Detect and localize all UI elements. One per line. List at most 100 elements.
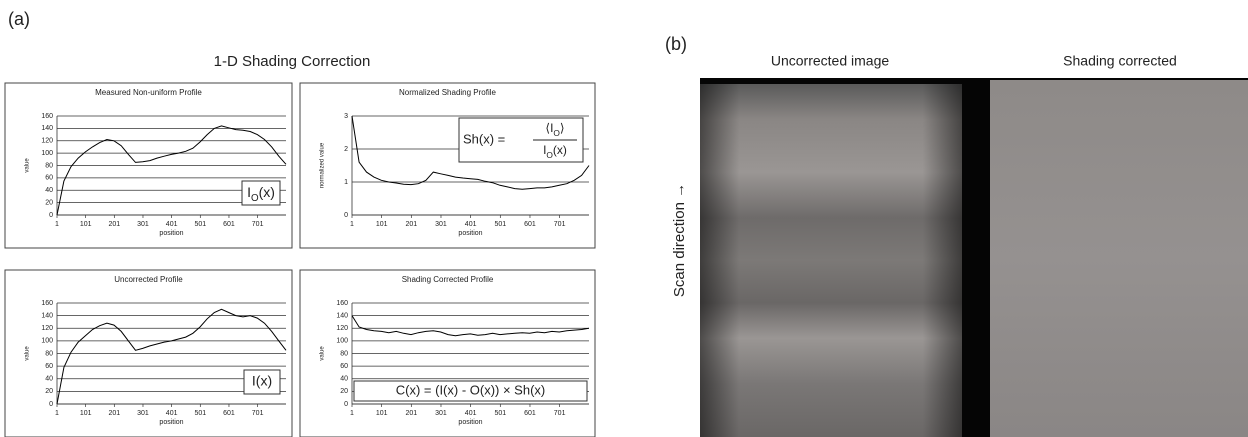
y-tick-label: 60 xyxy=(45,363,53,370)
y-tick-label: 0 xyxy=(49,212,53,219)
y-tick-label: 0 xyxy=(344,401,348,408)
annotation: I(x) xyxy=(252,373,272,389)
y-tick-label: 60 xyxy=(340,363,348,370)
x-tick-label: 301 xyxy=(137,410,149,417)
y-tick-label: 160 xyxy=(41,113,53,120)
y-tick-label: 100 xyxy=(41,338,53,345)
x-tick-label: 501 xyxy=(194,221,206,228)
y-tick-label: 40 xyxy=(340,376,348,383)
formula-text: ⟨IO⟩ xyxy=(545,121,564,138)
annotation: C(x) = (I(x) - O(x)) × Sh(x) xyxy=(396,382,546,397)
x-axis-label: position xyxy=(458,230,482,237)
y-tick-label: 100 xyxy=(336,338,348,345)
annotation-box xyxy=(353,380,588,402)
formula-part: ⟨I xyxy=(545,121,553,135)
profile-line xyxy=(351,115,590,190)
y-tick-label: 2 xyxy=(344,146,348,153)
x-tick-label: 501 xyxy=(494,410,506,417)
chart-title: Uncorrected Profile xyxy=(114,275,183,284)
formula-text: IO(x) xyxy=(247,184,275,204)
corrected-image xyxy=(990,80,1248,437)
y-tick-label: 20 xyxy=(45,388,53,395)
x-tick-label: 401 xyxy=(465,410,477,417)
y-axis-label: value xyxy=(25,346,31,361)
y-tick-label: 120 xyxy=(41,138,53,145)
x-tick-label: 501 xyxy=(494,221,506,228)
y-tick-label: 120 xyxy=(336,325,348,332)
y-tick-label: 40 xyxy=(45,376,53,383)
y-tick-label: 140 xyxy=(41,312,53,319)
y-tick-label: 3 xyxy=(344,113,348,120)
x-tick-label: 301 xyxy=(435,410,447,417)
x-tick-label: 701 xyxy=(554,410,566,417)
y-tick-label: 60 xyxy=(45,175,53,182)
formula-part: (x) xyxy=(259,184,275,200)
x-tick-label: 201 xyxy=(108,410,120,417)
y-tick-label: 80 xyxy=(340,350,348,357)
profile-line xyxy=(351,315,590,337)
x-tick-label: 1 xyxy=(350,410,354,417)
profile-line xyxy=(56,308,287,405)
y-tick-label: 140 xyxy=(336,312,348,319)
y-tick-label: 120 xyxy=(41,325,53,332)
panel-label: (b) xyxy=(665,34,687,54)
x-tick-label: 601 xyxy=(223,410,235,417)
y-axis-label: value xyxy=(320,346,326,361)
y-axis-label: normalized value xyxy=(320,142,326,188)
y-tick-label: 1 xyxy=(344,179,348,186)
x-tick-label: 701 xyxy=(252,221,264,228)
x-tick-label: 701 xyxy=(554,221,566,228)
x-tick-label: 401 xyxy=(166,221,178,228)
x-tick-label: 201 xyxy=(108,221,120,228)
x-tick-label: 401 xyxy=(166,410,178,417)
x-tick-label: 201 xyxy=(405,410,417,417)
y-tick-label: 100 xyxy=(41,150,53,157)
x-tick-label: 401 xyxy=(465,221,477,228)
y-tick-label: 20 xyxy=(340,388,348,395)
formula-text: IO(x) xyxy=(543,143,567,160)
image-shading xyxy=(700,84,962,437)
figure-title: 1-D Shading Correction xyxy=(214,53,371,70)
x-tick-label: 101 xyxy=(376,221,388,228)
annotation-box xyxy=(241,180,281,206)
profile-line xyxy=(56,125,287,216)
x-axis-label: position xyxy=(159,230,183,237)
image-title: Uncorrected image xyxy=(771,53,889,69)
annotation-box xyxy=(243,369,281,395)
x-tick-label: 101 xyxy=(80,410,92,417)
subscript: O xyxy=(546,150,553,160)
formula-part: ⟩ xyxy=(560,121,565,135)
formula-part: I xyxy=(247,184,251,200)
x-tick-label: 601 xyxy=(223,221,235,228)
x-tick-label: 101 xyxy=(376,410,388,417)
chart-frame xyxy=(299,82,596,249)
y-tick-label: 0 xyxy=(49,401,53,408)
y-tick-label: 0 xyxy=(344,212,348,219)
x-tick-label: 601 xyxy=(524,221,536,228)
x-tick-label: 1 xyxy=(55,410,59,417)
x-tick-label: 301 xyxy=(435,221,447,228)
y-axis-label: value xyxy=(25,158,31,173)
panel-label: (a) xyxy=(8,9,30,29)
x-tick-label: 701 xyxy=(252,410,264,417)
x-tick-label: 601 xyxy=(524,410,536,417)
y-tick-label: 40 xyxy=(45,187,53,194)
x-axis-label: position xyxy=(458,419,482,426)
y-tick-label: 160 xyxy=(41,300,53,307)
subscript: O xyxy=(251,193,259,204)
y-tick-label: 160 xyxy=(336,300,348,307)
x-axis-label: position xyxy=(159,419,183,426)
axis-label: Scan direction → xyxy=(671,183,688,297)
chart-title: Shading Corrected Profile xyxy=(402,275,494,284)
subscript: O xyxy=(553,128,560,138)
y-tick-label: 140 xyxy=(41,125,53,132)
x-tick-label: 201 xyxy=(405,221,417,228)
chart-title: Measured Non-uniform Profile xyxy=(95,88,202,97)
x-tick-label: 301 xyxy=(137,221,149,228)
x-tick-label: 1 xyxy=(350,221,354,228)
y-tick-label: 20 xyxy=(45,199,53,206)
formula-part: I xyxy=(543,143,546,157)
y-tick-label: 80 xyxy=(45,350,53,357)
x-tick-label: 101 xyxy=(80,221,92,228)
